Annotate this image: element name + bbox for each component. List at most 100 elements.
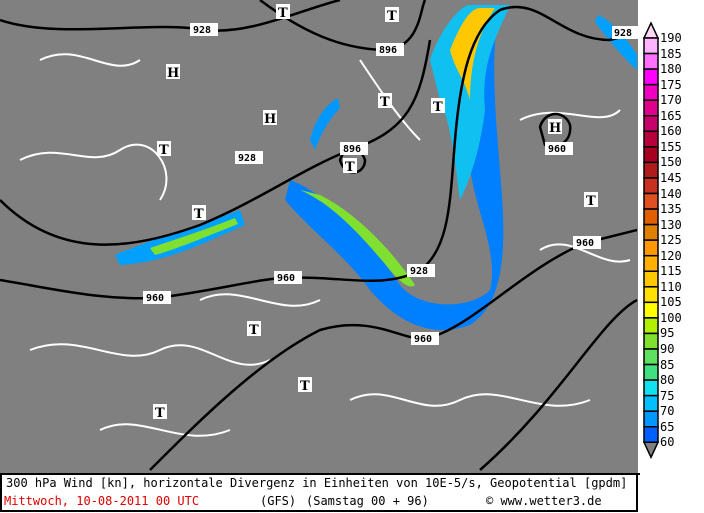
legend-swatch bbox=[643, 161, 659, 179]
forecast-time: (Samstag 00 + 96) bbox=[306, 494, 429, 508]
legend-swatch bbox=[643, 254, 659, 272]
run-date: Mittwoch, 10-08-2011 00 UTC bbox=[4, 494, 200, 508]
contour-label: 960 bbox=[545, 142, 573, 155]
legend-label: 190 bbox=[660, 31, 682, 45]
low-marker: T bbox=[153, 404, 167, 421]
contour-label: 960 bbox=[143, 291, 171, 304]
legend-label: 130 bbox=[660, 217, 682, 232]
jet-band-north-core bbox=[450, 8, 495, 100]
svg-text:T: T bbox=[387, 9, 397, 24]
legend-label: 175 bbox=[660, 77, 682, 92]
legend-swatch bbox=[643, 223, 659, 241]
svg-text:928: 928 bbox=[193, 25, 211, 36]
legend-label: 105 bbox=[660, 295, 682, 310]
chart-title: 300 hPa Wind [kn], horizontale Divergenz… bbox=[6, 476, 628, 490]
jet-band-west bbox=[115, 210, 245, 265]
legend-label: 185 bbox=[660, 46, 682, 61]
legend-swatch bbox=[643, 394, 659, 412]
legend-label: 60 bbox=[660, 435, 675, 450]
color-legend: 190 185 180 175 170 165 160 155 150 145 140 135 130 1… bbox=[638, 0, 704, 473]
legend-label: 170 bbox=[660, 93, 682, 108]
legend-label: 160 bbox=[660, 124, 682, 139]
low-marker: T bbox=[192, 205, 206, 222]
legend-swatch bbox=[643, 130, 659, 148]
svg-text:928: 928 bbox=[410, 266, 428, 277]
legend-swatch bbox=[643, 363, 659, 381]
svg-text:896: 896 bbox=[379, 45, 397, 56]
legend-swatch bbox=[643, 301, 659, 319]
svg-text:T: T bbox=[249, 323, 259, 338]
low-marker: T bbox=[378, 93, 392, 110]
legend-label: 165 bbox=[660, 108, 682, 123]
jet-band-north bbox=[430, 5, 510, 200]
legend-label: 110 bbox=[660, 279, 682, 294]
low-marker: T bbox=[385, 7, 399, 24]
legend-swatch bbox=[643, 286, 659, 304]
contour-labels: 928 896 928 896 928 960 960 928 960 960 … bbox=[143, 23, 638, 345]
legend-label: 100 bbox=[660, 310, 682, 325]
svg-text:T: T bbox=[380, 95, 390, 110]
svg-text:896: 896 bbox=[343, 144, 361, 155]
legend-color-bar bbox=[642, 21, 660, 460]
geopotential-contours bbox=[0, 0, 638, 471]
svg-text:T: T bbox=[300, 379, 310, 394]
svg-text:T: T bbox=[586, 194, 596, 209]
jet-band-ne bbox=[595, 15, 637, 70]
contour-label: 928 bbox=[612, 26, 638, 39]
legend-label: 150 bbox=[660, 155, 682, 170]
weather-map: 928 896 928 896 928 960 960 928 960 960 … bbox=[0, 0, 640, 475]
contour-label: 896 bbox=[340, 142, 368, 155]
low-marker: T bbox=[247, 321, 261, 338]
legend-swatch bbox=[643, 99, 659, 117]
legend-label: 65 bbox=[660, 419, 675, 434]
jet-band-main-core bbox=[300, 190, 415, 287]
jet-band-small bbox=[310, 98, 340, 150]
legend-swatch bbox=[643, 68, 659, 86]
high-marker: H bbox=[166, 64, 180, 81]
svg-text:960: 960 bbox=[277, 273, 295, 284]
legend-label: 85 bbox=[660, 357, 675, 372]
contour-label: 896 bbox=[376, 43, 404, 56]
legend-label: 115 bbox=[660, 264, 682, 279]
high-marker: H bbox=[263, 110, 277, 127]
legend-label: 145 bbox=[660, 170, 682, 185]
legend-label: 135 bbox=[660, 202, 682, 217]
low-marker: T bbox=[343, 158, 357, 175]
legend-label: 180 bbox=[660, 62, 682, 77]
svg-text:960: 960 bbox=[576, 238, 594, 249]
legend-swatch bbox=[643, 192, 659, 210]
jet-band-main bbox=[285, 5, 504, 331]
contour-label: 960 bbox=[274, 271, 302, 284]
svg-text:T: T bbox=[155, 406, 165, 421]
legend-label: 120 bbox=[660, 248, 682, 263]
low-marker: T bbox=[584, 192, 598, 209]
legend-label: 140 bbox=[660, 186, 682, 201]
svg-text:H: H bbox=[549, 121, 561, 136]
legend-swatch bbox=[643, 52, 659, 70]
svg-text:T: T bbox=[345, 160, 355, 175]
low-marker: T bbox=[157, 141, 171, 158]
legend-swatch bbox=[643, 332, 659, 350]
legend-swatch bbox=[643, 410, 659, 428]
legend-top-arrow bbox=[642, 21, 660, 39]
low-marker: T bbox=[298, 377, 312, 394]
svg-text:T: T bbox=[159, 143, 169, 158]
svg-text:H: H bbox=[264, 112, 276, 127]
svg-text:T: T bbox=[278, 6, 288, 21]
legend-swatch bbox=[643, 83, 659, 101]
chart-caption: 300 hPa Wind [kn], horizontale Divergenz… bbox=[0, 474, 638, 512]
legend-label: 90 bbox=[660, 342, 675, 356]
legend-swatch bbox=[643, 115, 659, 133]
svg-text:928: 928 bbox=[238, 153, 256, 164]
model-name: (GFS) bbox=[260, 494, 297, 508]
contour-label: 960 bbox=[411, 332, 439, 345]
svg-text:960: 960 bbox=[146, 293, 164, 304]
contour-label: 928 bbox=[235, 151, 263, 164]
legend-swatch bbox=[643, 379, 659, 397]
low-marker: T bbox=[276, 4, 290, 21]
jet-band-west-core bbox=[150, 218, 238, 255]
legend-label: 80 bbox=[660, 373, 675, 388]
legend-swatch bbox=[643, 426, 659, 444]
legend-bottom-arrow bbox=[642, 441, 660, 460]
